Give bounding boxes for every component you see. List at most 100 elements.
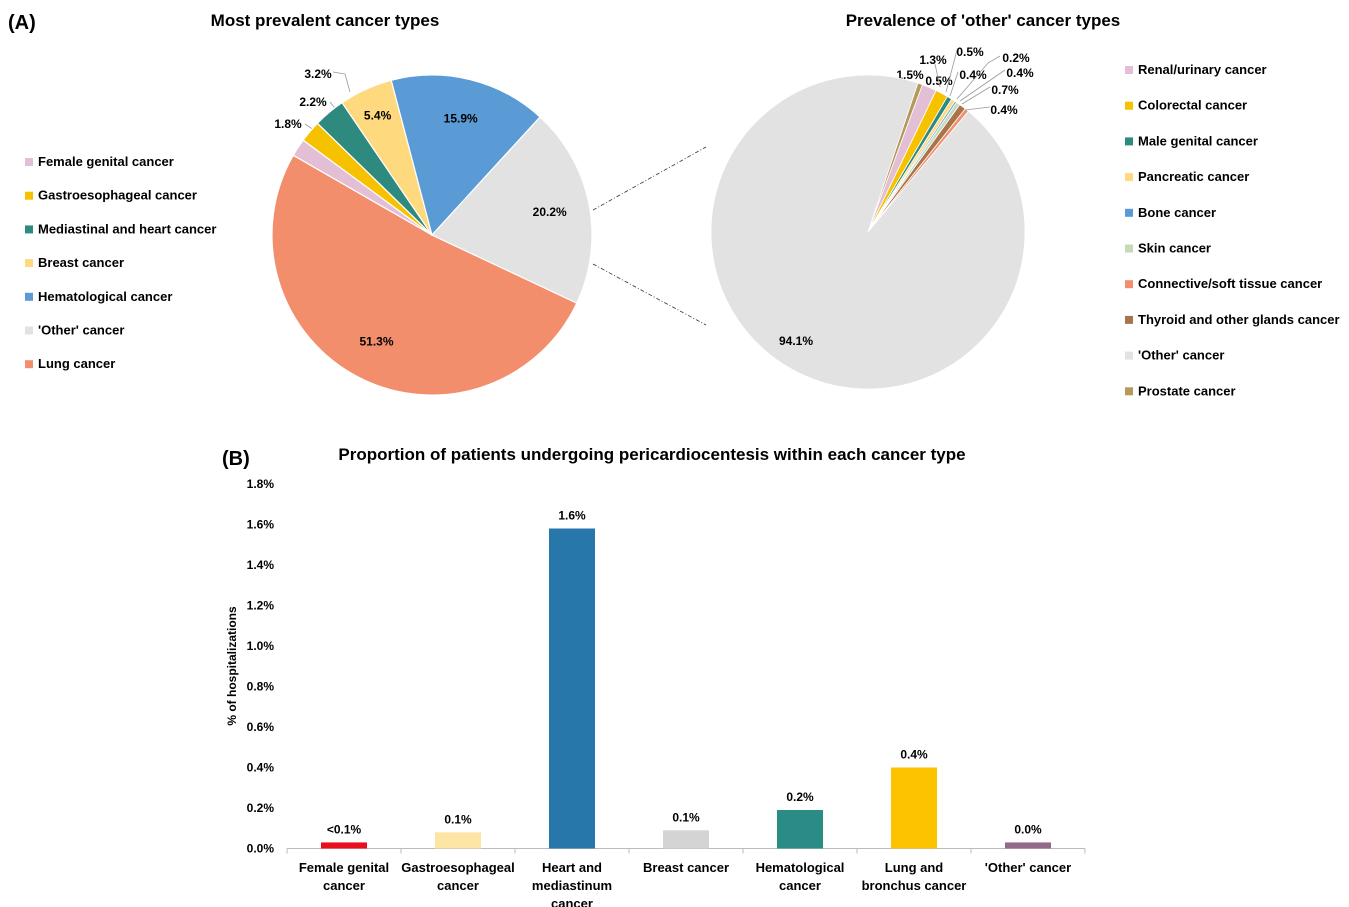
pie2-legend-swatch-colorectal-cancer — [1125, 101, 1133, 110]
pie2-leader-thyroid-and-other-glands-cancer — [961, 86, 991, 105]
pie2-legend-swatch-pancreatic-cancer — [1125, 173, 1133, 182]
bar-value-label-hematological-cancer: 0.2% — [786, 790, 814, 804]
pie2-value-label-bone-cancer: 0.2% — [1002, 51, 1030, 65]
bar-heart-and-mediastinum-cancer — [549, 528, 595, 849]
pie1-title: Most prevalent cancer types — [211, 11, 440, 30]
pie1-leader-mediastinal-and-heart-cancer — [332, 71, 351, 93]
bar-y-tick-1-8: 1.8% — [247, 477, 275, 491]
pie1-legend: Female genital cancer Gastroesophageal ca… — [25, 154, 216, 371]
pie1-value-label-breast-cancer: 5.4% — [364, 109, 392, 123]
bar-category-label-heart-and-mediastinum-cancer: Heart and mediastinum cancer — [532, 860, 612, 907]
pie2-legend-swatch-male-genital-cancer — [1125, 137, 1133, 146]
pie2-legend-label-connective-soft-tissue-cancer: Connective/soft tissue cancer — [1138, 276, 1322, 291]
pie1-slice-hematological-cancer — [390, 74, 541, 237]
bar-y-tick-0-2: 0.2% — [247, 801, 275, 815]
bar-category-label-breast-cancer: Breast cancer — [643, 860, 729, 875]
bar-breast-cancer — [663, 830, 709, 849]
pie2-legend-swatch-other-cancer — [1125, 351, 1133, 360]
pie2-legend-label-skin-cancer: Skin cancer — [1138, 241, 1211, 256]
pie1-chart: 51.3% 1.8% 2.2% 3.2% 5.4% 15.9% 20.2% — [271, 67, 593, 396]
bar-y-tick-0-6: 0.6% — [247, 720, 275, 734]
pie2-legend-label-bone-cancer: Bone cancer — [1138, 205, 1216, 220]
pie1-legend-label-hematological-cancer: Hematological cancer — [38, 289, 172, 304]
pie1-legend-swatch-hematological-cancer — [25, 292, 33, 301]
pie2-legend-swatch-skin-cancer — [1125, 244, 1133, 253]
pie1-value-label-female-genital-cancer: 1.8% — [274, 117, 302, 131]
pie1-legend-swatch-female-genital-cancer — [25, 158, 33, 166]
bar-category-label-other-cancer: 'Other' cancer — [985, 860, 1071, 875]
pie1-legend-swatch-lung-cancer — [25, 360, 33, 369]
panel-b-label: (B) — [222, 448, 250, 470]
bar-category-label-line: 'Other' cancer — [985, 860, 1071, 875]
pie1-value-label-mediastinal-and-heart-cancer: 3.2% — [304, 67, 332, 81]
panel-a-label: (A) — [8, 12, 36, 34]
pie2-legend-label-other-cancer: 'Other' cancer — [1138, 348, 1224, 363]
connector-line-bottom — [592, 263, 707, 326]
pie2-legend-swatch-renal-urinary-cancer — [1125, 66, 1133, 74]
bar-y-tick-0-8: 0.8% — [247, 680, 275, 694]
pie1-legend-label-lung-cancer: Lung cancer — [38, 356, 115, 371]
bar-category-label-hematological-cancer: Hematological cancer — [756, 860, 845, 893]
bar-category-label-line: bronchus cancer — [862, 878, 967, 893]
bar-category-label-line: Heart and — [542, 860, 602, 875]
pie2-legend-label-thyroid-and-other-glands-cancer: Thyroid and other glands cancer — [1138, 312, 1340, 327]
pie2-leader-bone-cancer — [956, 55, 1001, 100]
bar-category-label-line: cancer — [551, 896, 593, 907]
bar-category-label-female-genital-cancer: Female genital cancer — [299, 860, 389, 893]
pie1-legend-label-gastroesophageal-cancer: Gastroesophageal cancer — [38, 188, 197, 203]
connector-line-top — [592, 146, 707, 211]
bar-category-label-line: cancer — [323, 878, 365, 893]
pie2-legend-label-pancreatic-cancer: Pancreatic cancer — [1138, 169, 1249, 184]
pie1-value-label-other-cancer: 20.2% — [533, 205, 567, 219]
pie1-slice-lung-cancer — [271, 154, 578, 396]
bar-value-label-lung-and-bronchus-cancer: 0.4% — [900, 748, 928, 762]
pie2-value-label-thyroid-and-other-glands-cancer: 0.7% — [991, 83, 1019, 97]
pie2-value-label-prostate-cancer: 0.5% — [925, 74, 953, 88]
pie2-leader-pancreatic-cancer — [949, 71, 959, 97]
bar-y-tick-0-0: 0.0% — [247, 842, 275, 856]
pie2-legend-swatch-prostate-cancer — [1125, 387, 1133, 396]
pie2-leader-colorectal-cancer — [934, 63, 941, 88]
bar-other-cancer — [1005, 842, 1051, 849]
pie2-value-label-other-cancer: 94.1% — [779, 334, 813, 348]
bar-hematological-cancer — [777, 810, 823, 849]
pie2-legend: Renal/urinary cancer Colorectal cancer Mal… — [1125, 62, 1340, 398]
bar-title: Proportion of patients undergoing perica… — [338, 445, 965, 464]
bar-category-label-gastroesophageal-cancer: Gastroesophageal cancer — [401, 860, 514, 893]
bar-value-label-female-genital-cancer: <0.1% — [327, 822, 362, 836]
pie2-legend-label-renal-urinary-cancer: Renal/urinary cancer — [1138, 62, 1267, 77]
bar-category-label-line: Female genital — [299, 860, 389, 875]
bar-female-genital-cancer — [321, 842, 367, 849]
bar-category-label-line: Gastroesophageal — [401, 860, 514, 875]
bar-y-tick-1-6: 1.6% — [247, 518, 275, 532]
pie1-legend-swatch-other-cancer — [25, 326, 33, 335]
bar-value-label-gastroesophageal-cancer: 0.1% — [444, 812, 472, 826]
pie1-legend-swatch-breast-cancer — [25, 259, 33, 268]
pie1-legend-label-female-genital-cancer: Female genital cancer — [38, 154, 174, 169]
pie2-value-label-male-genital-cancer: 0.5% — [956, 45, 984, 59]
bar-category-label-line: mediastinum — [532, 878, 612, 893]
pie1-slice-other-cancer — [431, 116, 593, 304]
pie2-chart: 0.5%1.5%1.3%0.5%0.4%0.2%0.4%0.7%0.4%94.1… — [710, 45, 1034, 390]
bar-category-label-line: cancer — [437, 878, 479, 893]
pie2-legend-label-colorectal-cancer: Colorectal cancer — [1138, 98, 1247, 113]
pie1-legend-swatch-gastroesophageal-cancer — [25, 191, 33, 200]
pie1-legend-swatch-mediastinal-and-heart-cancer — [25, 225, 33, 234]
bar-category-label-line: Breast cancer — [643, 860, 729, 875]
pie-connector-lines — [592, 146, 707, 326]
pie2-leader-skin-cancer — [959, 69, 1006, 102]
pie2-leader-male-genital-cancer — [945, 49, 958, 93]
pie2-value-label-colorectal-cancer: 1.3% — [919, 53, 947, 67]
pie2-value-label-skin-cancer: 0.4% — [1006, 66, 1034, 80]
bar-gastroesophageal-cancer — [435, 832, 481, 849]
bar-chart: 0.0% 0.2% 0.4% 0.6% 0.8% 1.0% 1.2% 1.4% 1.6% 1.8%… — [225, 477, 1086, 907]
pie2-title: Prevalence of 'other' cancer types — [846, 11, 1121, 30]
pie1-value-label-gastroesophageal-cancer: 2.2% — [299, 95, 327, 109]
bar-value-label-other-cancer: 0.0% — [1014, 822, 1042, 836]
bar-category-label-line: Hematological — [756, 860, 845, 875]
bar-category-label-lung-and-bronchus-cancer: Lung and bronchus cancer — [862, 860, 967, 893]
pie2-leader-connective-soft-tissue-cancer — [964, 106, 991, 111]
pie2-legend-swatch-thyroid-and-other-glands-cancer — [1125, 315, 1133, 324]
pie1-value-label-hematological-cancer: 15.9% — [444, 112, 478, 126]
